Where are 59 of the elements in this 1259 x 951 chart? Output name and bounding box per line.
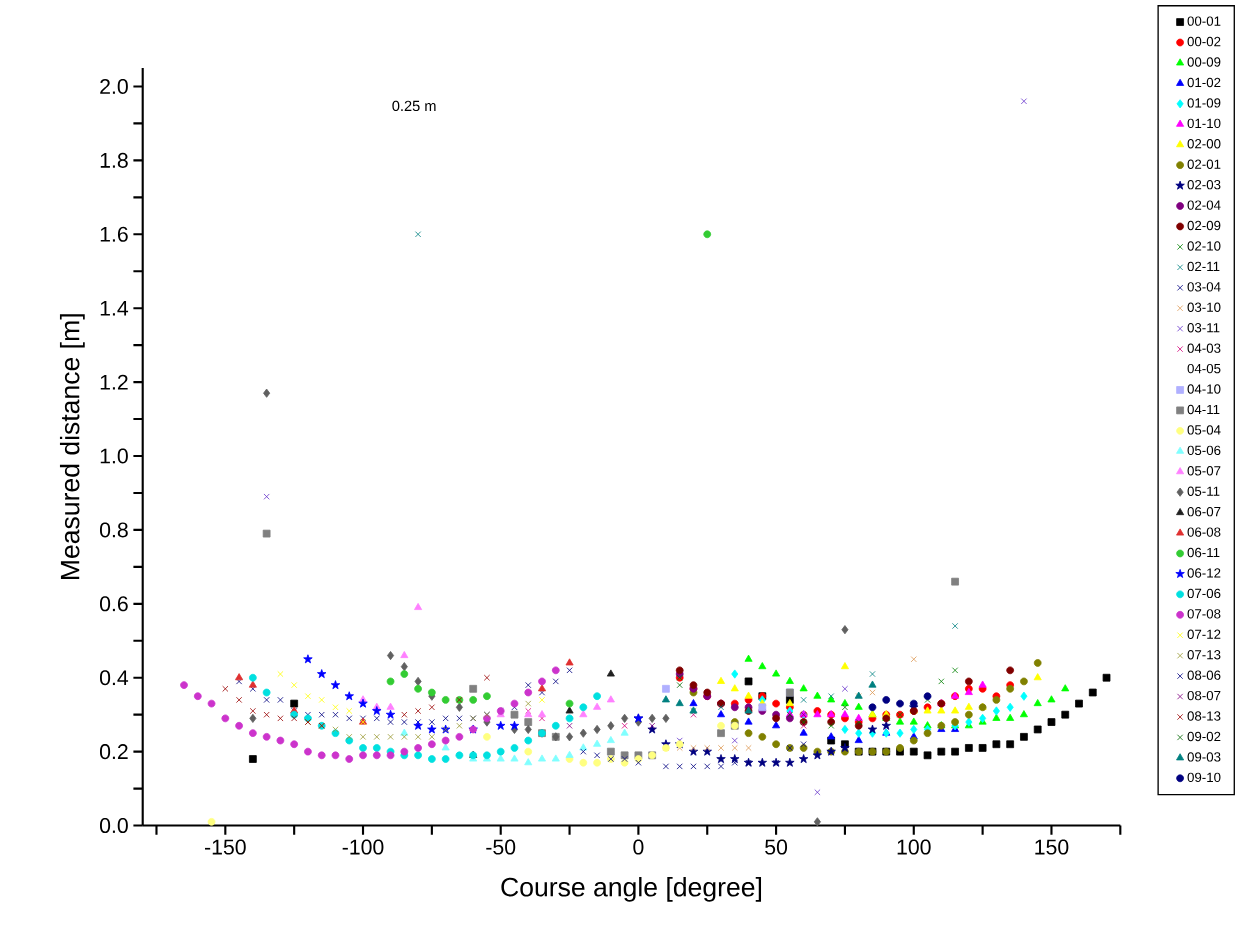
legend-label: 07-08 [1187,609,1221,619]
legend-label: 02-03 [1187,179,1221,190]
y-tick-label: 1.2 [100,374,128,390]
text: 04-05 [1187,363,1221,374]
legend-label: 02-04 [1187,200,1221,210]
y-tick-label: 1.4 [100,300,129,316]
x-tick-label: -150 [204,839,246,855]
x-tick-label: 0 [633,839,644,855]
y-tick-label: 1.0 [100,448,128,464]
legend-label: 07-13 [1187,650,1221,660]
legend-label: 05-06 [1187,445,1221,456]
legend-label: 05-04 [1187,425,1221,435]
y-tick-label: 0.2 [99,744,128,760]
legend-label: 04-03 [1187,343,1221,353]
x-tick-label: -100 [342,839,384,855]
legend-label: 06-11 [1187,547,1220,558]
legend-label: 09-10 [1187,772,1221,783]
legend-label: 05-11 [1187,486,1220,496]
legend-label: 00-01 [1187,16,1221,26]
legend-label: 01-10 [1187,118,1221,129]
y-axis-title: Measured distance [m] [59,314,85,580]
legend-label: 06-12 [1187,568,1221,578]
x-axis-title: Course angle [degree] [501,877,762,902]
y-tick-label: 0.0 [99,818,128,834]
x-tick-label: -50 [486,839,516,855]
annotation: 0.25 m [392,100,436,112]
legend-label: 03-10 [1187,302,1221,313]
y-tick-label: 2.0 [100,79,128,95]
legend-label: 02-09 [1187,220,1221,231]
legend-label: 02-00 [1187,139,1221,149]
legend-label: 02-10 [1187,241,1221,251]
x-tick-label: 100 [897,839,931,855]
legend-label: 06-07 [1187,507,1221,517]
legend-label: 01-02 [1187,77,1221,88]
legend-label: 09-03 [1187,752,1221,762]
y-tick-label: 0.4 [99,670,129,686]
y-tick-label: 1.8 [100,152,128,168]
legend-label: 05-07 [1187,466,1221,476]
legend-label: 02-01 [1187,159,1221,169]
legend-label: 00-09 [1187,57,1221,67]
legend-label: 03-11 [1187,323,1220,333]
x-tick-label: 150 [1035,839,1069,855]
legend-label: 08-13 [1187,711,1221,721]
legend-label: 04-11 [1187,404,1220,415]
legend-label: 07-12 [1187,629,1221,640]
legend-label: 00-02 [1187,36,1221,47]
legend-label: 07-06 [1187,588,1221,599]
legend-label: 08-06 [1187,670,1221,680]
y-tick-label: 0.6 [99,596,128,612]
legend-label: 08-07 [1187,690,1221,701]
legend-label: 04-10 [1187,384,1221,394]
y-tick-label: 1.6 [100,226,128,242]
y-tick-label: 0.8 [99,522,128,538]
legend-label: 01-09 [1187,98,1221,108]
legend-label: 09-02 [1187,731,1221,742]
x-tick-label: 50 [765,839,788,855]
legend-label: 03-04 [1187,282,1221,292]
legend-label: 02-11 [1187,261,1220,272]
legend-label: 06-08 [1187,527,1221,537]
